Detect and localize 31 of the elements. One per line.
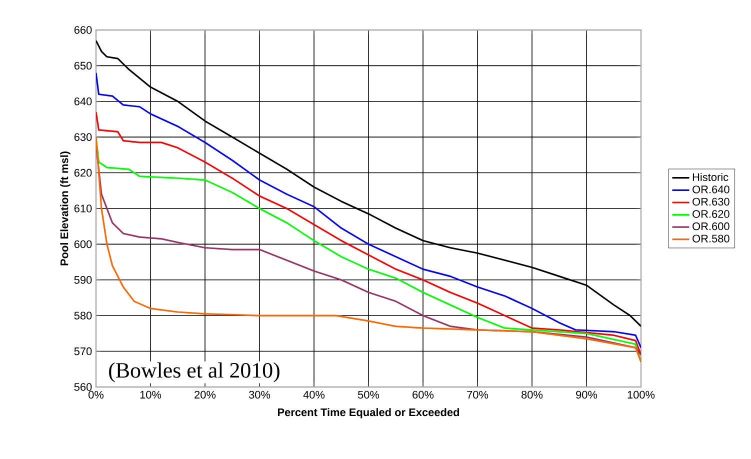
y-tick-label: 570 <box>74 347 92 356</box>
x-tick-label: 90% <box>576 390 598 399</box>
y-axis-title: Pool Elevation (ft msl) <box>60 151 70 266</box>
y-tick-label: 660 <box>74 26 92 34</box>
legend-label: OR.640 <box>692 186 730 194</box>
x-axis-title: Percent Time Equaled or Exceeded <box>278 408 460 418</box>
annotation: (Bowles et al 2010) <box>109 362 280 382</box>
y-tick-label: 600 <box>74 240 92 248</box>
legend-label: OR.580 <box>692 234 730 242</box>
legend-label: OR.630 <box>692 198 730 206</box>
y-tick-label: 620 <box>74 168 92 177</box>
x-tick-label: 70% <box>467 390 488 399</box>
x-tick-label: 30% <box>248 390 270 399</box>
y-tick-label: 610 <box>74 204 92 212</box>
y-tick-label: 590 <box>74 276 92 284</box>
y-tick-label: 560 <box>74 383 92 391</box>
legend-label: OR.620 <box>692 210 730 218</box>
legend-label: OR.600 <box>692 222 730 230</box>
x-tick-label: 60% <box>412 390 434 399</box>
legend-label: Historic <box>692 172 728 182</box>
x-tick-label: 40% <box>303 390 325 399</box>
x-tick-label: 10% <box>140 390 162 399</box>
x-tick-label: 0% <box>88 390 104 399</box>
x-tick-label: 50% <box>358 390 380 399</box>
y-tick-label: 640 <box>74 98 92 106</box>
y-tick-label: 650 <box>74 62 92 70</box>
x-tick-label: 100% <box>628 390 655 399</box>
x-tick-label: 20% <box>194 390 216 399</box>
x-tick-label: 80% <box>522 390 543 399</box>
y-tick-label: 580 <box>74 312 92 320</box>
y-tick-label: 630 <box>74 133 92 141</box>
